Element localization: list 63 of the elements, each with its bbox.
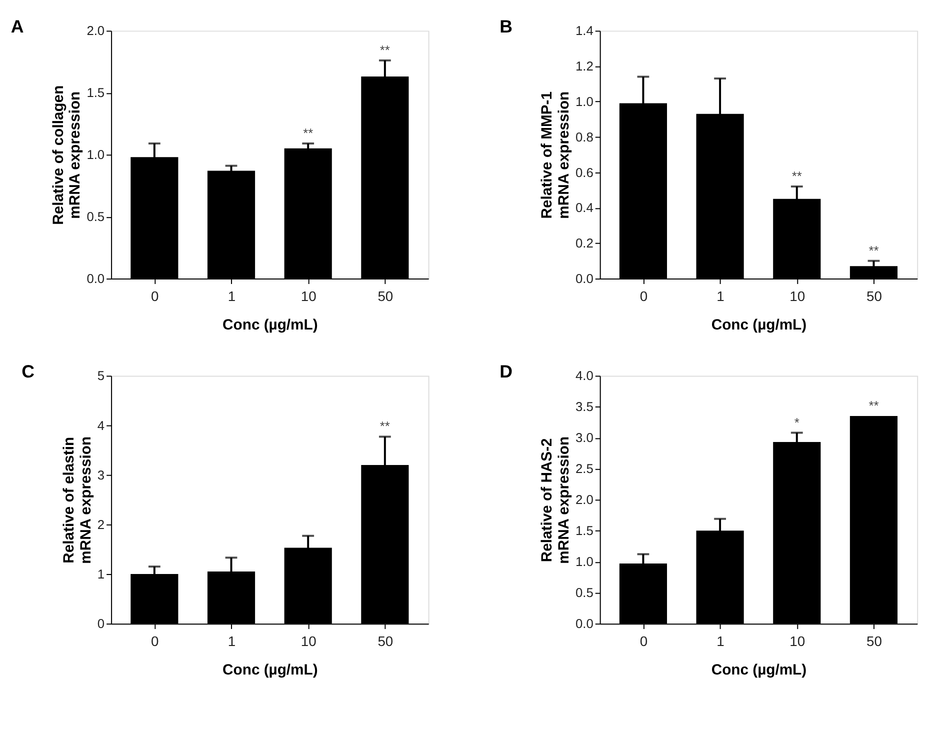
x-tick-label: 50 — [378, 632, 394, 649]
y-tick-label: 0.2 — [575, 236, 594, 251]
x-tick-label: 0 — [640, 632, 648, 649]
y-tick-label: 1.4 — [575, 23, 594, 38]
chart-title: B — [500, 16, 513, 37]
y-tick-label: 0.5 — [86, 209, 105, 224]
x-tick-label: 1 — [716, 632, 725, 649]
y-tick-label: 1.2 — [575, 58, 594, 74]
y-tick-label: 3.5 — [575, 399, 594, 414]
chart-title: C — [22, 362, 35, 382]
annotation: ** — [792, 168, 802, 184]
x-tick-label: 1 — [716, 288, 725, 304]
y-tick-label: 1.0 — [575, 554, 594, 570]
x-tick-label: 10 — [790, 632, 806, 649]
annotation: * — [794, 414, 800, 430]
annotation: ** — [380, 42, 390, 58]
y-tick-label: 0.0 — [86, 271, 105, 286]
chart-title: A — [10, 16, 24, 37]
y-axis-title: Relative of HAS-2 mRNA expression — [540, 436, 573, 564]
y-tick-label: 2.0 — [86, 23, 105, 38]
x-tick-label: 0 — [151, 632, 160, 649]
y-tick-label: 5 — [97, 368, 105, 384]
y-tick-label: 3.0 — [575, 430, 594, 446]
x-tick-label: 10 — [300, 632, 317, 649]
x-tick-label: 50 — [378, 288, 394, 304]
y-tick-label: 2.0 — [575, 492, 594, 508]
x-axis-title: Conc (µg/mL) — [711, 318, 807, 334]
x-axis-title: Conc (µg/mL) — [222, 318, 318, 334]
annotation: ** — [868, 398, 879, 414]
y-tick-label: 1.5 — [575, 523, 594, 538]
y-axis-title: Relative of MMP-1 mRNA expression — [540, 91, 573, 219]
y-tick-label: 3 — [97, 467, 105, 482]
y-tick-label: 1.0 — [575, 94, 594, 109]
x-tick-label: 50 — [866, 632, 882, 649]
x-tick-label: 10 — [300, 288, 317, 304]
x-axis-title: Conc (µg/mL) — [222, 662, 318, 679]
y-tick-label: 0.6 — [575, 164, 594, 180]
y-axis-title: Relative of elastin mRNA expression — [62, 436, 94, 564]
y-tick-label: 2 — [97, 516, 105, 532]
y-axis-title: Relative of collagen mRNA expression — [50, 85, 84, 225]
y-tick-label: 0 — [97, 616, 105, 632]
y-tick-label: 4 — [97, 418, 105, 433]
y-tick-label: 0.0 — [575, 271, 594, 286]
y-tick-label: 1.0 — [86, 147, 105, 162]
y-tick-label: 1 — [97, 566, 105, 582]
annotation: ** — [868, 242, 879, 258]
x-axis-title: Conc (µg/mL) — [711, 662, 807, 679]
x-tick-label: 50 — [866, 288, 882, 304]
y-tick-label: 0.8 — [575, 129, 594, 144]
y-tick-label: 1.5 — [86, 85, 105, 100]
x-tick-label: 0 — [151, 288, 160, 304]
x-tick-label: 10 — [790, 288, 806, 304]
chart-title: D — [500, 362, 513, 382]
x-tick-label: 1 — [228, 288, 236, 304]
x-tick-label: 0 — [640, 288, 648, 304]
annotation: ** — [303, 126, 314, 141]
annotation: ** — [380, 418, 390, 434]
y-tick-label: 0.4 — [575, 200, 594, 216]
y-tick-label: 2.5 — [575, 461, 594, 476]
y-tick-label: 0.0 — [575, 616, 594, 632]
x-tick-label: 1 — [228, 632, 236, 649]
y-tick-label: 4.0 — [575, 368, 594, 384]
y-tick-label: 0.5 — [575, 585, 594, 600]
